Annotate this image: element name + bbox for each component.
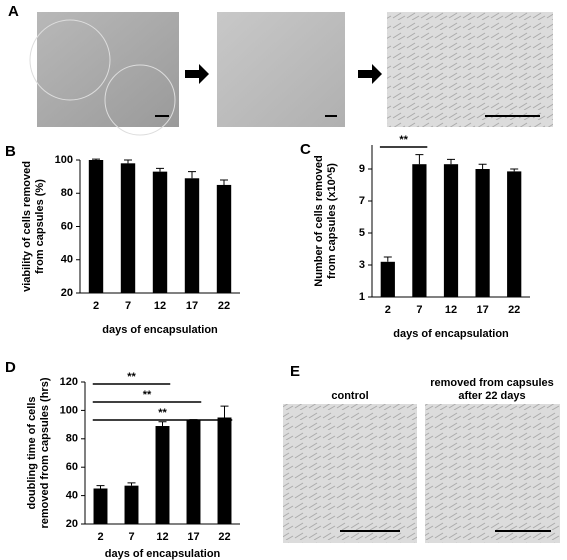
error-bar [156,167,164,172]
bar [124,485,139,524]
x-tick-label: 17 [476,304,488,316]
micrograph [217,12,345,127]
capsule [29,19,111,101]
x-tick-label: 7 [416,304,422,316]
bar [93,488,108,524]
micrograph [425,404,560,543]
error-bar [220,179,228,185]
bar [120,163,136,293]
bar [155,426,170,524]
panel-label: D [5,359,16,376]
y-tick-label: 1 [359,291,365,303]
error-bar [510,168,519,172]
scale-bar [325,115,337,117]
x-tick-label: 2 [93,300,99,312]
x-tick-label: 2 [385,304,391,316]
capsule [104,64,176,136]
y-axis-title: Number of cells removed [313,155,325,286]
y-tick-label: 60 [66,461,78,473]
scale-bar [495,530,551,532]
error-bar [415,154,424,165]
x-tick-label: 22 [218,531,230,543]
y-axis-title: viability of cells removed [21,161,33,292]
y-tick-label: 20 [66,518,78,530]
error-bar [127,482,136,486]
bar [217,417,232,524]
x-axis-title: days of encapsulation [105,548,221,560]
significance-label: ** [143,389,152,401]
arrow [358,64,382,84]
bar [216,184,232,293]
panel-label: A [8,3,19,20]
error-bar [220,405,229,418]
bar [184,178,200,293]
arrow [185,64,209,84]
y-tick-label: 120 [60,376,78,388]
significance-label: ** [158,407,167,419]
y-tick-label: 80 [66,433,78,445]
significance-label: ** [399,134,408,146]
y-tick-label: 60 [61,220,73,232]
x-tick-label: 12 [156,531,168,543]
panel-label: E [290,363,300,380]
x-axis-title: days of encapsulation [102,324,218,336]
bar [88,160,104,293]
y-axis-title: from capsules (%) [34,179,46,274]
y-tick-label: 100 [60,404,78,416]
error-bar [124,159,132,164]
error-bar [92,158,100,160]
y-tick-label: 20 [61,287,73,299]
x-tick-label: 7 [125,300,131,312]
bar [152,171,168,293]
x-tick-label: 17 [187,531,199,543]
micrograph [283,404,417,543]
y-axis-title: removed from capsules (hrs) [39,377,51,528]
bar [412,164,427,297]
x-tick-label: 7 [128,531,134,543]
error-bar [383,256,392,262]
y-tick-label: 5 [359,227,365,239]
error-bar [447,158,455,165]
x-tick-label: 22 [218,300,230,312]
x-axis-title: days of encapsulation [393,328,509,340]
x-tick-label: 22 [508,304,520,316]
micrograph [387,12,553,127]
image-caption: removed from capsules [430,377,554,389]
y-axis-title: from capsules (x10^5) [326,163,338,279]
error-bar [478,163,487,169]
scale-bar [155,115,169,117]
scale-bar [340,530,400,532]
bar [475,169,490,297]
panel-label: B [5,143,16,160]
y-tick-label: 9 [359,163,365,175]
significance-label: ** [127,371,136,383]
error-bar [158,421,167,427]
y-tick-label: 80 [61,187,73,199]
bar [443,164,459,297]
y-tick-label: 3 [359,259,365,271]
image-caption: after 22 days [458,390,525,402]
y-tick-label: 100 [55,154,73,166]
image-caption: control [331,390,368,402]
x-tick-label: 2 [97,531,103,543]
x-tick-label: 12 [445,304,457,316]
y-axis-title: doubling time of cells [26,396,38,509]
bar [186,420,201,524]
panel-label: C [300,141,311,158]
error-bar [188,171,196,179]
y-tick-label: 40 [66,490,78,502]
bar [507,171,522,297]
x-tick-label: 12 [154,300,166,312]
micrograph [37,12,179,127]
scale-bar [485,115,540,117]
x-tick-label: 17 [186,300,198,312]
y-tick-label: 40 [61,254,73,266]
y-tick-label: 7 [359,195,365,207]
bar [380,261,395,297]
error-bar [96,485,105,489]
